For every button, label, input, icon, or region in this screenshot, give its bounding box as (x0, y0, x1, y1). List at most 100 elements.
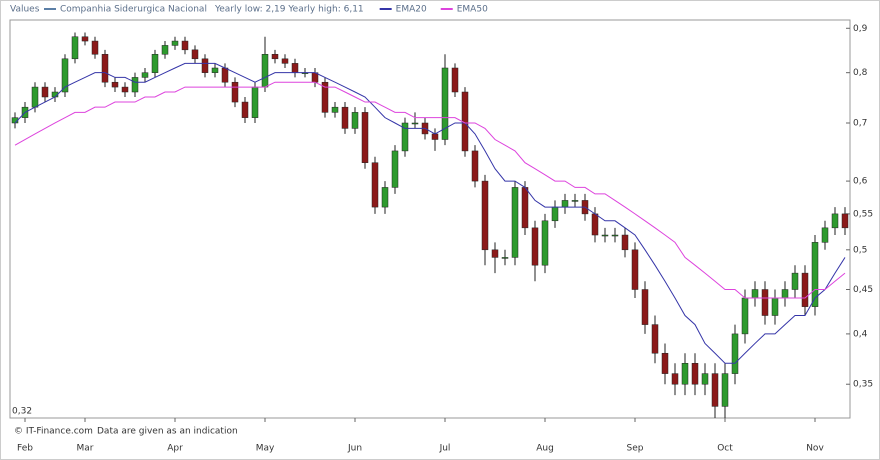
candle-body (621, 234, 629, 251)
candle-body (171, 40, 179, 46)
candle-body (671, 373, 679, 385)
candle-body (551, 206, 559, 222)
candle-body (81, 36, 89, 42)
candle-body (801, 272, 809, 307)
candle-body (211, 67, 219, 73)
ema-line (14, 81, 846, 299)
y-tick-label: 0,4 (853, 329, 868, 339)
y-tick-label: 0,5 (853, 245, 867, 255)
candle-body (491, 249, 499, 258)
legend-label: EMA20 (396, 5, 427, 15)
x-tick-label: Nov (806, 444, 824, 454)
candle-body (451, 67, 459, 93)
candle-body (161, 45, 169, 55)
y-tick-label: 0,9 (853, 24, 868, 34)
legend-title: Values (10, 5, 40, 15)
x-tick-label: Sep (627, 444, 644, 454)
candle-body (751, 289, 759, 299)
candle-body (481, 180, 489, 251)
candle-body (131, 77, 139, 93)
x-tick-label: Mar (77, 444, 94, 454)
x-tick-label: Jun (347, 444, 362, 454)
candle-body (431, 133, 439, 140)
candle-body (261, 54, 269, 88)
candle-body (631, 249, 639, 290)
candle-body (701, 373, 709, 385)
ema-line (14, 62, 846, 364)
candle-body (321, 81, 329, 113)
candle-body (541, 220, 549, 266)
x-tick-label: Feb (17, 444, 33, 454)
candle-body (221, 67, 229, 83)
candle-body (251, 86, 259, 118)
candle-body (651, 324, 659, 354)
candle-body (41, 86, 49, 98)
candle-body (241, 101, 249, 118)
y-tick-label: 0,32 (12, 407, 32, 417)
info: Yearly low: 2,19 Yearly high: 6,11 (214, 5, 364, 15)
candle-body (331, 106, 339, 113)
candle-body (771, 297, 779, 316)
candle-body (791, 272, 799, 290)
candle-body (281, 58, 289, 64)
candle-body (91, 40, 99, 55)
candle-body (591, 213, 599, 236)
candle-body (741, 297, 749, 335)
candle-body (841, 213, 849, 229)
candle-body (191, 49, 199, 60)
x-tick-label: May (256, 444, 275, 454)
candle-body (31, 86, 39, 108)
candle-body (441, 67, 449, 140)
candle-body (471, 150, 479, 182)
candle-body (611, 234, 619, 237)
x-tick-label: Aug (536, 444, 554, 454)
footer-source: © IT-Finance.com (14, 427, 93, 437)
candle-body (411, 122, 419, 125)
candle-body (781, 289, 789, 299)
x-tick-label: Oct (717, 444, 733, 454)
candle-body (351, 112, 359, 129)
y-tick-label: 0,55 (853, 209, 873, 219)
candle-body (111, 81, 119, 88)
x-tick-label: Apr (167, 444, 183, 454)
candle-body (761, 289, 769, 316)
y-tick-label: 0,7 (853, 118, 867, 128)
candle-body (271, 54, 279, 60)
candle-body (291, 63, 299, 73)
candle-body (61, 58, 69, 93)
y-tick-label: 0,35 (853, 380, 873, 390)
candle-body (681, 363, 689, 385)
y-tick-label: 0,8 (853, 68, 868, 78)
candle-body (101, 54, 109, 83)
candle-body (521, 187, 529, 229)
candle-body (201, 58, 209, 73)
candle-body (501, 257, 509, 259)
footer-note: Data are given as an indication (97, 427, 238, 437)
candle-body (721, 373, 729, 407)
candle-body (561, 200, 569, 208)
candle-body (141, 72, 149, 78)
candle-body (811, 242, 819, 307)
candle-body (121, 86, 129, 93)
candle-body (661, 352, 669, 374)
candle-body (231, 81, 239, 103)
candle-body (341, 106, 349, 129)
candle-body (831, 213, 839, 229)
candle-body (381, 187, 389, 208)
y-tick-label: 0,6 (853, 177, 868, 187)
candle-body (361, 112, 369, 163)
candle-body (511, 187, 519, 258)
legend-label: Companhia Siderurgica Nacional (60, 5, 207, 15)
candle-body (151, 54, 159, 73)
candle-body (371, 162, 379, 208)
candle-body (731, 333, 739, 374)
candle-body (691, 363, 699, 385)
candle-body (531, 227, 539, 266)
x-tick-label: Jul (439, 444, 451, 454)
candle-body (641, 289, 649, 325)
candle-body (821, 227, 829, 243)
candle-body (571, 200, 579, 202)
candle-body (391, 150, 399, 188)
